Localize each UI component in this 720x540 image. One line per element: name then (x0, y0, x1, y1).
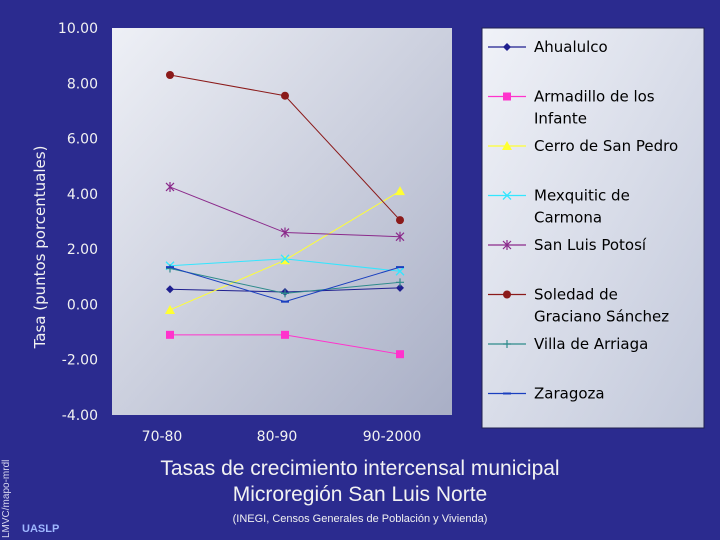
x-tick-label: 70-80 (142, 429, 183, 445)
y-tick-label: 10.00 (58, 21, 98, 37)
series-villa-de-arriaga (166, 264, 404, 298)
data-point (166, 285, 174, 294)
data-point (396, 350, 404, 359)
legend-item: Ahualulco (488, 38, 608, 56)
data-point (396, 283, 404, 292)
source-note: (INEGI, Censos Generales de Población y … (232, 513, 488, 525)
x-tick-label: 90-2000 (363, 429, 422, 445)
legend-item: Zaragoza (488, 385, 605, 403)
plot-area (112, 28, 452, 415)
y-tick-label: 8.00 (67, 76, 98, 92)
y-tick-label: -4.00 (62, 408, 98, 424)
side-credit: LMVC/mapo-mrdl (1, 459, 12, 538)
data-point (166, 330, 174, 339)
data-point (280, 254, 290, 264)
legend-item: Cerro de San Pedro (488, 137, 678, 155)
data-point (281, 330, 289, 339)
legend: Ahualulco Armadillo de los Infante Cerro de… (488, 38, 678, 403)
legend-swatch-marker (502, 240, 512, 250)
data-point (395, 186, 405, 196)
legend-label: Ahualulco (534, 38, 608, 56)
legend-label: Mexquitic de Carmona (534, 187, 630, 227)
data-point (166, 70, 174, 79)
y-axis: 10.00 8.00 6.00 4.00 2.00 0.00 -2.00 -4.00 (58, 21, 98, 424)
y-tick-label: 0.00 (67, 297, 98, 313)
legend-item: Mexquitic de Carmona (488, 187, 630, 227)
legend-label: Armadillo de los Infante (534, 88, 655, 128)
data-point (281, 289, 289, 298)
legend-item: San Luis Potosí (488, 236, 647, 254)
y-tick-label: -2.00 (62, 353, 98, 369)
legend-swatch-marker (503, 340, 511, 348)
series-layer (165, 70, 405, 359)
chart-title-line2: Microregión San Luis Norte (232, 483, 488, 506)
data-point (166, 264, 174, 273)
data-point (280, 227, 290, 238)
y-tick-label: 4.00 (67, 187, 98, 203)
legend-swatch-marker (502, 191, 512, 200)
legend-item: Villa de Arriaga (488, 335, 648, 353)
title-block: Tasas de crecimiento intercensal municip… (0, 456, 720, 526)
data-point (165, 304, 175, 314)
legend-swatch-marker (503, 43, 511, 51)
x-axis: 70-80 80-90 90-2000 (142, 429, 422, 445)
uaslp-logo: UASLP (22, 523, 60, 535)
series-san-luis-potos- (165, 181, 405, 242)
data-point (165, 181, 175, 192)
legend-item: Soledad de Graciano Sánchez (488, 286, 669, 326)
series-armadillo-de-los-infante (166, 330, 404, 359)
data-point (396, 278, 404, 287)
data-point (395, 231, 405, 242)
legend-box (481, 27, 705, 429)
legend-label: San Luis Potosí (534, 236, 647, 254)
chart-title-line1: Tasas de crecimiento intercensal municip… (160, 457, 560, 480)
series-soledad-de-graciano-s-nchez (166, 70, 404, 225)
data-point (395, 266, 405, 276)
y-tick-label: 2.00 (67, 242, 98, 258)
legend-swatch-marker (503, 290, 511, 299)
legend-label: Zaragoza (534, 385, 605, 403)
legend-item: Armadillo de los Infante (488, 88, 655, 128)
data-point (396, 216, 404, 225)
legend-swatch-marker (502, 141, 512, 150)
legend-label: Cerro de San Pedro (534, 137, 678, 155)
y-tick-label: 6.00 (67, 132, 98, 148)
data-point (281, 91, 289, 100)
x-tick-label: 80-90 (257, 429, 298, 445)
legend-label: Villa de Arriaga (534, 335, 648, 353)
series-zaragoza (166, 266, 404, 303)
y-axis-title: Tasa (puntos porcentuales) (31, 146, 49, 350)
legend-label: Soledad de Graciano Sánchez (534, 286, 669, 326)
legend-swatch-marker (503, 92, 511, 101)
